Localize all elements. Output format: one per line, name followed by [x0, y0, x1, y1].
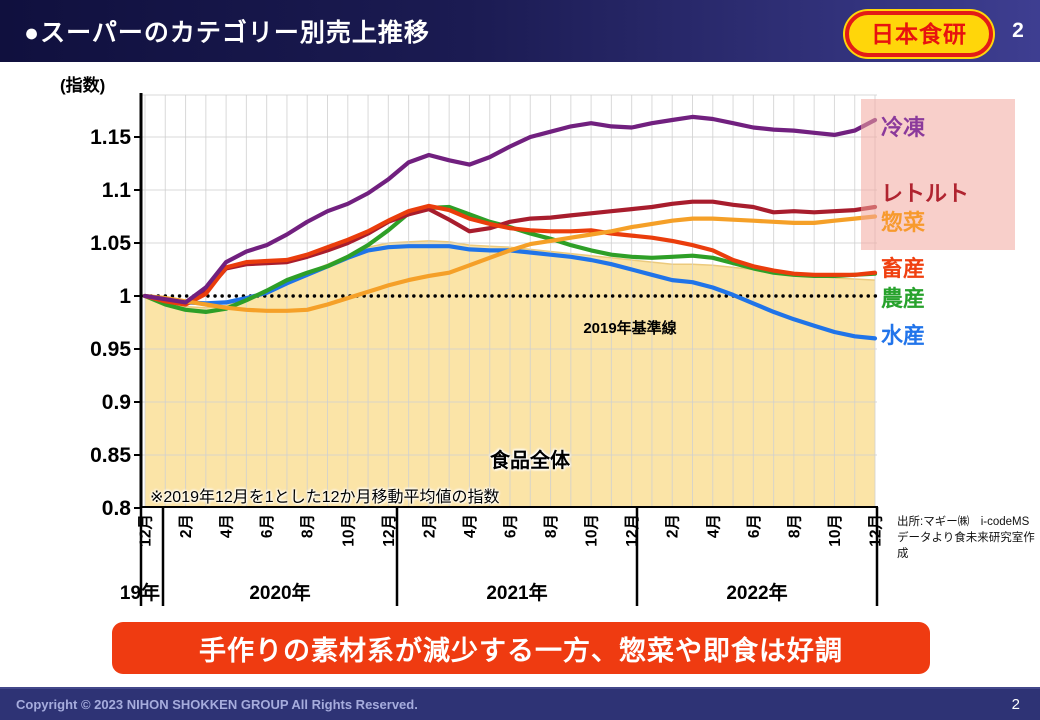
baseline-label: 2019年基準線	[583, 320, 677, 337]
y-axis-title: (指数)	[60, 76, 106, 95]
svg-text:0.9: 0.9	[102, 391, 131, 414]
svg-text:10月: 10月	[339, 514, 357, 547]
highlight-banner-text: 手作りの素材系が減少する一方、惣菜や即食は好調	[199, 635, 843, 666]
chart-note: ※2019年12月を1とした12か月移動平均値の指数	[150, 489, 500, 506]
svg-text:10月: 10月	[826, 514, 844, 547]
svg-text:1: 1	[119, 285, 131, 308]
svg-text:6月: 6月	[258, 514, 276, 538]
axes	[134, 93, 879, 606]
header: ●スーパーのカテゴリー別売上推移 日本食研 2	[0, 0, 1040, 62]
copyright: Copyright © 2023 NIHON SHOKKEN GROUP All…	[16, 697, 418, 712]
svg-text:1.15: 1.15	[90, 126, 131, 149]
area-series-label: 食品全体	[490, 450, 570, 472]
footer-page-number: 2	[1011, 696, 1020, 713]
series-line-畜産	[142, 203, 878, 307]
svg-text:2月: 2月	[664, 514, 682, 538]
svg-text:4月: 4月	[461, 514, 479, 538]
x-axis-month-labels: 12月 2月 4月 6月 8月 10月 12月 2月 4月 6月 8月 10月 12月 2月 4月 6月 8月 1…	[137, 514, 885, 547]
legend-highlight-box	[861, 99, 1015, 250]
legend-label-レトルト: レトルト	[881, 181, 970, 206]
legend-label-畜産: 畜産	[881, 256, 926, 281]
header-page-number: 2	[1012, 19, 1024, 42]
svg-text:10月: 10月	[583, 514, 601, 547]
legend-label-農産: 農産	[881, 286, 926, 311]
source-note: 出所:マギー㈱ i-codeMSデータより食未来研究室作成	[897, 516, 1035, 560]
svg-text:8月: 8月	[299, 514, 317, 538]
x-axis-year-labels: 19年 2020年 2021年 2022年	[120, 581, 788, 604]
svg-text:12月: 12月	[137, 514, 155, 547]
svg-text:8月: 8月	[542, 514, 560, 538]
svg-text:2月: 2月	[177, 514, 195, 538]
svg-text:2月: 2月	[420, 514, 438, 538]
svg-text:4月: 4月	[704, 514, 722, 538]
series-line-冷凍	[142, 114, 878, 305]
brand-logo: 日本食研	[845, 11, 993, 57]
y-axis-tick-labels: 1.15 1.1 1.05 1 0.95 0.9 0.85 0.8	[90, 126, 131, 520]
svg-text:8月: 8月	[785, 514, 803, 538]
svg-text:12月: 12月	[867, 514, 885, 547]
legend-label-水産: 水産	[881, 323, 926, 348]
highlight-banner: 手作りの素材系が減少する一方、惣菜や即食は好調	[112, 622, 930, 674]
svg-text:0.8: 0.8	[102, 497, 132, 520]
legend-label-惣菜: 惣菜	[881, 210, 926, 235]
svg-text:2022年: 2022年	[726, 581, 787, 604]
legend-label-冷凍: 冷凍	[881, 115, 926, 140]
svg-text:12月: 12月	[380, 514, 398, 547]
series-line-惣菜	[142, 214, 878, 313]
svg-text:12月: 12月	[623, 514, 641, 547]
svg-text:0.95: 0.95	[90, 338, 131, 361]
svg-text:2021年: 2021年	[486, 581, 547, 604]
page-title: ●スーパーのカテゴリー別売上推移	[24, 19, 430, 47]
svg-text:6月: 6月	[745, 514, 763, 538]
svg-text:0.85: 0.85	[90, 444, 131, 467]
svg-text:4月: 4月	[218, 514, 236, 538]
footer: Copyright © 2023 NIHON SHOKKEN GROUP All…	[0, 687, 1040, 720]
svg-text:1.1: 1.1	[102, 179, 132, 202]
svg-text:19年: 19年	[120, 581, 160, 604]
svg-text:2020年: 2020年	[249, 581, 310, 604]
svg-text:6月: 6月	[502, 514, 520, 538]
brand-logo-text: 日本食研	[871, 20, 967, 47]
svg-text:1.05: 1.05	[90, 232, 131, 255]
